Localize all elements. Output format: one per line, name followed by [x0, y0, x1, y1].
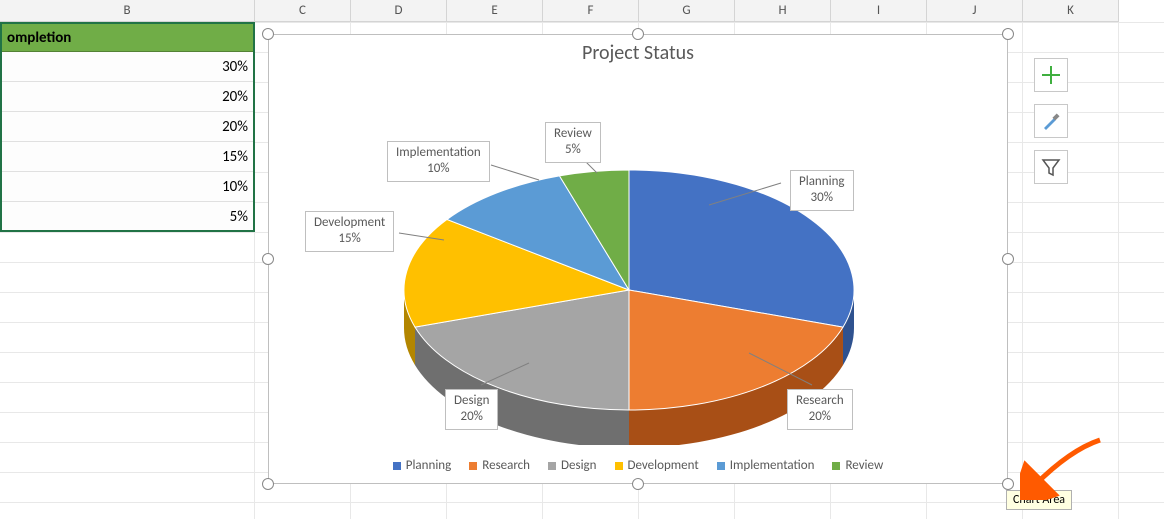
legend-swatch — [717, 462, 725, 470]
selection-handle[interactable] — [262, 478, 274, 490]
chart-elements-button[interactable] — [1034, 58, 1068, 92]
funnel-icon — [1040, 156, 1062, 178]
column-header-G[interactable]: G — [639, 0, 735, 22]
table-cell[interactable]: 20% — [0, 82, 255, 112]
pie-plot-area[interactable]: Planning30% Research20% Design20% Developme… — [269, 65, 1007, 445]
column-header-D[interactable]: D — [351, 0, 447, 22]
selection-handle[interactable] — [1002, 28, 1014, 40]
selection-handle[interactable] — [262, 253, 274, 265]
legend-swatch — [469, 462, 477, 470]
worksheet[interactable]: BCDEFGHIJK ompletion 30%20%20%15%10%5% P… — [0, 0, 1164, 519]
table-header-completion[interactable]: ompletion — [0, 22, 255, 52]
legend-swatch — [832, 462, 840, 470]
chart-filters-button[interactable] — [1034, 150, 1068, 184]
legend-item[interactable]: Implementation — [717, 458, 815, 473]
pie-svg — [269, 65, 1009, 445]
data-label[interactable]: Review5% — [545, 122, 601, 163]
selection-handle[interactable] — [262, 28, 274, 40]
plus-icon — [1040, 64, 1062, 86]
table-cell[interactable]: 10% — [0, 172, 255, 202]
legend-swatch — [548, 462, 556, 470]
legend-item[interactable]: Review — [832, 458, 883, 473]
column-header-H[interactable]: H — [735, 0, 831, 22]
table-cell[interactable]: 30% — [0, 52, 255, 82]
legend-label: Development — [628, 458, 699, 473]
tooltip-chart-area: Chart Area — [1006, 490, 1072, 510]
selection-handle[interactable] — [1002, 253, 1014, 265]
selection-handle[interactable] — [632, 28, 644, 40]
data-label[interactable]: Development15% — [305, 211, 394, 252]
column-header-E[interactable]: E — [447, 0, 543, 22]
legend-item[interactable]: Research — [469, 458, 530, 473]
legend-swatch — [393, 462, 401, 470]
data-label[interactable]: Implementation10% — [387, 141, 490, 182]
legend-item[interactable]: Planning — [393, 458, 452, 473]
brush-icon — [1040, 110, 1062, 132]
legend-label: Research — [482, 458, 530, 473]
table-cell[interactable]: 5% — [0, 202, 255, 232]
selection-handle[interactable] — [632, 478, 644, 490]
chart-object[interactable]: Project Status Planning30% Research20% Des… — [268, 34, 1008, 484]
table-cell[interactable]: 20% — [0, 112, 255, 142]
data-label[interactable]: Planning30% — [790, 170, 854, 211]
legend-item[interactable]: Development — [615, 458, 699, 473]
data-label[interactable]: Research20% — [787, 389, 853, 430]
column-header-I[interactable]: I — [831, 0, 927, 22]
column-header-J[interactable]: J — [927, 0, 1023, 22]
chart-legend[interactable]: Planning Research Design Development Impleme… — [269, 458, 1007, 473]
column-headers[interactable]: BCDEFGHIJK — [0, 0, 1164, 22]
legend-label: Design — [561, 458, 596, 473]
chart-title[interactable]: Project Status — [269, 41, 1007, 65]
data-label[interactable]: Design20% — [445, 389, 498, 430]
legend-swatch — [615, 462, 623, 470]
legend-label: Implementation — [730, 458, 815, 473]
column-header-K[interactable]: K — [1023, 0, 1119, 22]
table-cell[interactable]: 15% — [0, 142, 255, 172]
legend-label: Review — [845, 458, 883, 473]
chart-styles-button[interactable] — [1034, 104, 1068, 138]
legend-item[interactable]: Design — [548, 458, 596, 473]
legend-label: Planning — [406, 458, 452, 473]
column-header-C[interactable]: C — [255, 0, 351, 22]
selection-handle[interactable] — [1002, 478, 1014, 490]
column-header-B[interactable]: B — [0, 0, 255, 22]
column-header-F[interactable]: F — [543, 0, 639, 22]
